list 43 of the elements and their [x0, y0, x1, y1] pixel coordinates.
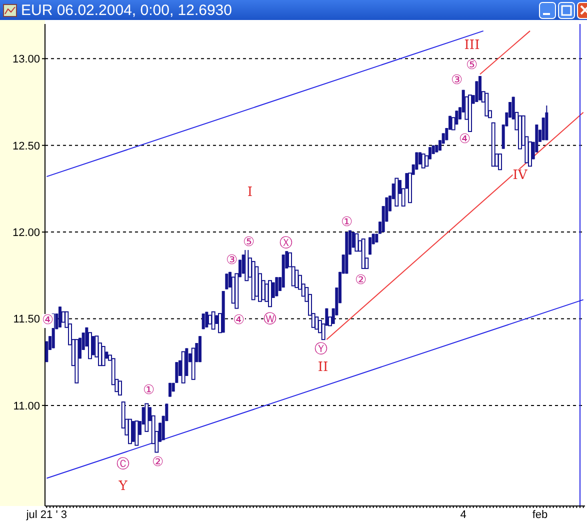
candlestick: [175, 362, 178, 384]
annotation: ③: [451, 73, 463, 88]
x-tick-label: feb: [532, 508, 548, 521]
candlestick: [275, 276, 278, 297]
annotation: ②: [355, 273, 367, 288]
y-tick-label: 12.00: [12, 226, 40, 239]
candlestick: [484, 92, 489, 116]
annotation: Ⓨ: [314, 342, 328, 357]
annotation: ⑤: [243, 235, 255, 250]
annotation: ②: [152, 455, 164, 470]
annotation: ④: [42, 313, 54, 328]
chart-title: EUR 06.02.2004, 0:00, 12.6930: [21, 2, 232, 18]
annotation: Ⓦ: [264, 312, 276, 327]
x-tick-label: 4: [460, 508, 466, 521]
candlestick: [354, 233, 359, 252]
annotation: Ⓒ: [116, 457, 130, 472]
annotation: ④: [459, 132, 471, 147]
y-tick-label: 11.50: [13, 314, 40, 326]
annotation: ④: [233, 313, 245, 328]
annotation: ①: [143, 383, 155, 398]
annotation: I: [247, 185, 253, 200]
annotation: IV: [512, 168, 528, 183]
annotation: Y: [118, 479, 128, 494]
candlestick: [421, 154, 426, 168]
candlestick: [205, 311, 208, 328]
candlestick: [225, 273, 228, 290]
candlestick: [294, 270, 299, 288]
annotation: ①: [341, 215, 353, 230]
candlestick: [211, 311, 216, 330]
candlestick: [118, 380, 122, 396]
annotation: ③: [226, 253, 238, 268]
annotation: II: [318, 360, 328, 375]
x-tick-label: jul 21 ' 3: [25, 508, 67, 521]
y-tick-label: 12.50: [12, 140, 40, 152]
candlestick: [314, 316, 319, 330]
annotation: ⑤: [466, 58, 478, 73]
annotation: Ⓧ: [280, 236, 292, 251]
candlestick: [202, 313, 205, 330]
annotation: III: [464, 38, 480, 53]
y-tick-label: 11.00: [13, 400, 40, 412]
y-tick-label: 13.00: [12, 54, 40, 66]
candlestick: [101, 346, 106, 366]
candlestick: [498, 154, 502, 170]
